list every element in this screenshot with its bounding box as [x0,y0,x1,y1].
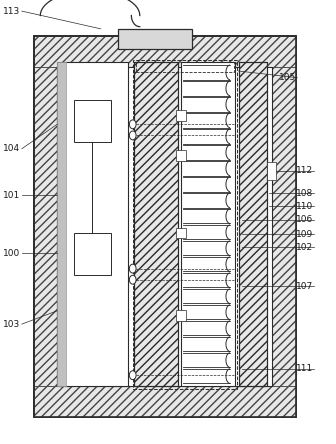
Bar [118,29,192,49]
Text: 108: 108 [296,189,313,198]
Text: 106: 106 [296,215,313,224]
Bar [133,60,237,388]
Bar [239,62,267,386]
Bar [272,67,296,386]
Bar [34,386,296,417]
Text: 113: 113 [3,7,20,16]
Bar [57,62,128,386]
Text: 110: 110 [296,202,313,211]
Bar [181,62,235,386]
Bar [176,228,186,238]
Text: 102: 102 [296,243,313,252]
Bar [34,36,296,67]
Bar [74,233,111,275]
Text: 101: 101 [3,191,20,200]
Bar [74,100,111,142]
Bar [176,150,186,161]
Circle shape [129,131,136,140]
Text: 104: 104 [3,144,20,153]
Circle shape [129,264,136,273]
Text: 111: 111 [296,364,313,373]
Bar [34,36,296,417]
Bar [239,62,267,386]
Text: 109: 109 [296,230,313,239]
Text: 100: 100 [3,249,20,258]
Bar [34,36,296,417]
Bar [34,67,57,386]
Bar [57,67,272,386]
Text: 112: 112 [296,166,313,175]
Bar [267,162,276,180]
Text: 103: 103 [3,320,20,329]
Text: 107: 107 [296,282,313,291]
Bar [176,110,186,121]
Bar [57,62,66,386]
Circle shape [129,120,136,129]
Bar [134,62,178,386]
Circle shape [129,371,136,380]
Bar [134,62,178,386]
Bar [176,310,186,321]
Bar [136,62,234,72]
Text: 105: 105 [279,73,296,82]
Circle shape [129,275,136,284]
